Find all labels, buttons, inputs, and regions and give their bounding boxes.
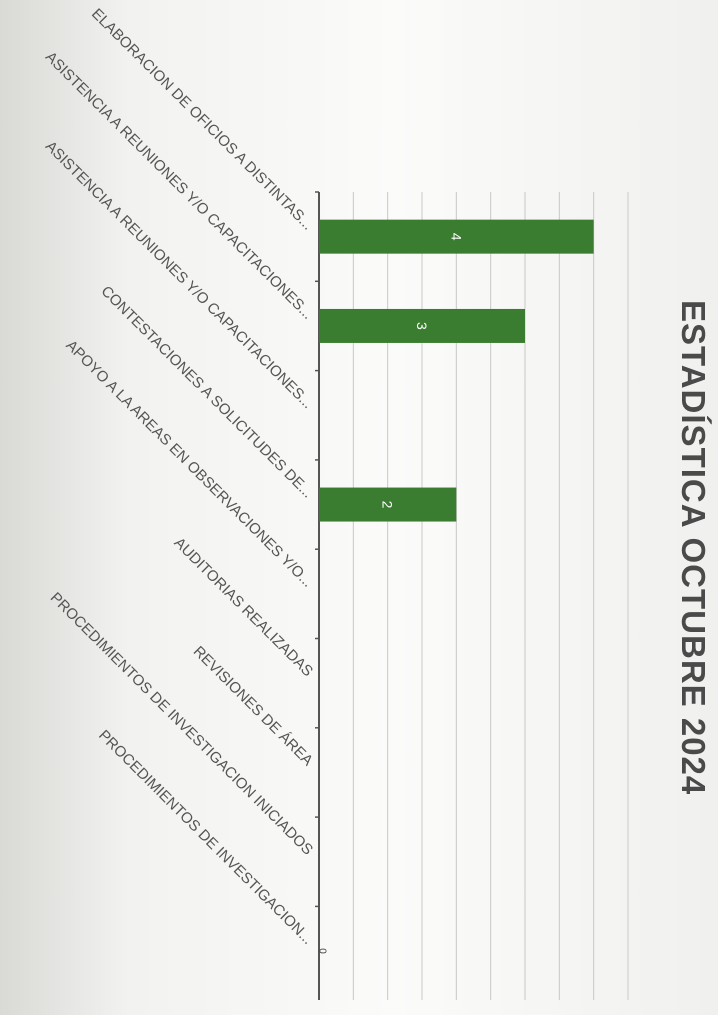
chart-title: ESTADÍSTICA OCTUBRE 2024: [675, 300, 712, 795]
category-labels: ELABORACION DE OFICIOS A DISTINTAS...ASI…: [42, 5, 316, 948]
data-label: 4: [448, 233, 464, 241]
data-label: 2: [380, 501, 396, 509]
data-label: 0: [317, 948, 328, 954]
bars: 4 3 2 0: [317, 220, 594, 955]
data-label: 3: [414, 322, 430, 330]
